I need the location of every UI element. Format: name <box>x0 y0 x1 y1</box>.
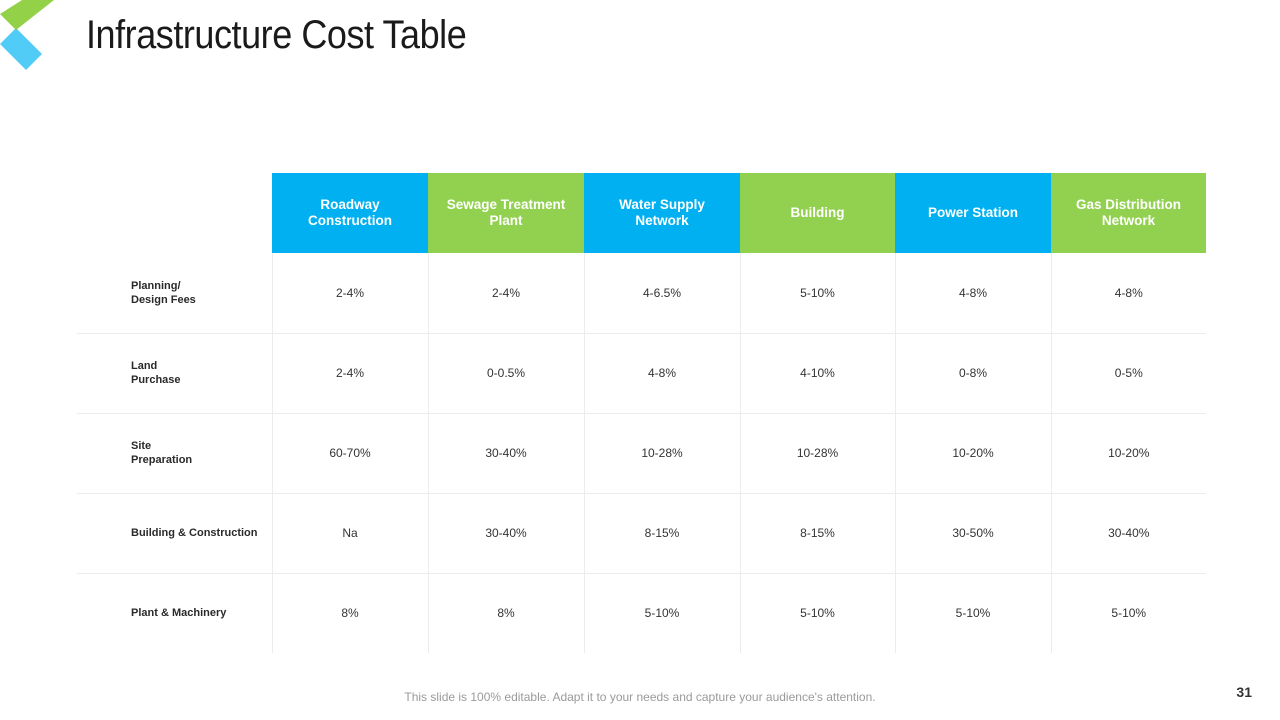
table-cell: 10-28% <box>739 413 895 494</box>
row-label: Plant & Machinery <box>131 607 227 620</box>
table-cell: 2-4% <box>271 253 428 334</box>
column-header: Gas Distribution Network <box>1051 173 1206 253</box>
table-cell: 0-0.5% <box>427 333 584 414</box>
table-header-row: Roadway Construction Sewage Treatment Pl… <box>77 173 1206 253</box>
table-row: Land Purchase 2-4% 0-0.5% 4-8% 4-10% 0-8… <box>77 333 1206 414</box>
table-cell: 8% <box>427 573 584 653</box>
table-cell: 10-20% <box>1050 413 1206 494</box>
table-cell: 5-10% <box>739 253 895 334</box>
table-cell: 4-8% <box>1050 253 1206 334</box>
column-header: Sewage Treatment Plant <box>428 173 584 253</box>
page-number: 31 <box>1236 684 1252 700</box>
row-label: Site Preparation <box>77 413 272 494</box>
table-cell: 5-10% <box>583 573 740 653</box>
column-header: Power Station <box>895 173 1051 253</box>
table-cell: 2-4% <box>271 333 428 414</box>
table-cell: 8% <box>271 573 428 653</box>
table-cell: 5-10% <box>739 573 895 653</box>
table-cell: 30-40% <box>427 493 584 574</box>
table-cell: 30-40% <box>1050 493 1206 574</box>
table-cell: 8-15% <box>739 493 895 574</box>
table-row: Plant & Machinery 8% 8% 5-10% 5-10% 5-10… <box>77 573 1206 653</box>
chevron-logo-icon <box>0 0 54 70</box>
table-row: Planning/ Design Fees 2-4% 2-4% 4-6.5% 5… <box>77 253 1206 334</box>
table-cell: 2-4% <box>427 253 584 334</box>
table-cell: 4-10% <box>739 333 895 414</box>
table-cell: 60-70% <box>271 413 428 494</box>
table-cell: 4-6.5% <box>583 253 740 334</box>
footer-note: This slide is 100% editable. Adapt it to… <box>404 690 876 704</box>
row-label: Land Purchase <box>77 333 272 414</box>
page-title: Infrastructure Cost Table <box>86 13 467 57</box>
table-cell: 4-8% <box>894 253 1051 334</box>
table-cell: 0-8% <box>894 333 1051 414</box>
table-cell: Na <box>271 493 428 574</box>
table-cell: 0-5% <box>1050 333 1206 414</box>
column-header: Building <box>740 173 895 253</box>
table-cell: 4-8% <box>583 333 740 414</box>
row-label: Planning/ Design Fees <box>77 253 272 334</box>
table-row: Building & Construction Na 30-40% 8-15% … <box>77 493 1206 574</box>
cost-table: Roadway Construction Sewage Treatment Pl… <box>77 173 1206 653</box>
table-cell: 5-10% <box>1050 573 1206 653</box>
table-corner-cell <box>77 173 272 253</box>
table-cell: 5-10% <box>894 573 1051 653</box>
table-row: Site Preparation 60-70% 30-40% 10-28% 10… <box>77 413 1206 494</box>
table-cell: 30-50% <box>894 493 1051 574</box>
table-cell: 10-28% <box>583 413 740 494</box>
column-header: Roadway Construction <box>272 173 428 253</box>
table-cell: 30-40% <box>427 413 584 494</box>
table-cell: 8-15% <box>583 493 740 574</box>
table-cell: 10-20% <box>894 413 1051 494</box>
column-header: Water Supply Network <box>584 173 740 253</box>
row-label: Building & Construction <box>77 493 272 574</box>
